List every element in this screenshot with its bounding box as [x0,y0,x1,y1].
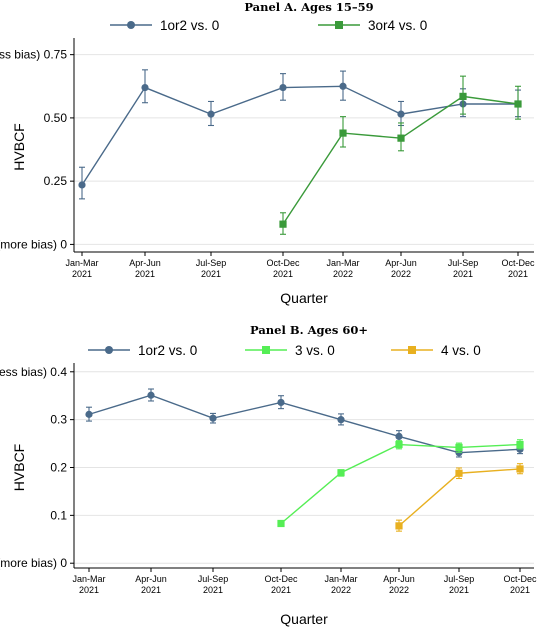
x-tick-label: Jan-Mar [65,258,98,268]
x-tick-label: 2022 [333,269,353,279]
x-tick-label: 2021 [453,269,473,279]
x-axis-label: Quarter [280,290,328,306]
data-point [516,465,524,473]
x-tick-label: 2021 [72,269,92,279]
data-point [455,443,463,451]
legend-marker [335,21,343,29]
legend-item: 4 vs. 0 [391,343,481,358]
data-point [209,414,217,422]
panel-title: Panel B. Ages 60+ [250,323,368,337]
x-axis-label: Quarter [280,611,328,627]
x-tick-label: 2021 [141,585,161,595]
x-tick-label: 2021 [510,585,530,595]
legend-marker [105,346,113,354]
x-tick-label: Oct-Dec [266,258,300,268]
panel-title: Panel A. Ages 15–59 [244,0,373,14]
series-line [280,443,521,525]
series [279,75,522,235]
x-tick-label: 2021 [79,585,99,595]
legend-item: 1or2 vs. 0 [88,343,197,358]
x-tick-label: 2021 [203,585,223,595]
data-point [514,100,522,108]
data-point [337,416,345,424]
data-point [339,129,347,137]
data-point [279,220,287,228]
x-tick-label: Jan-Mar [324,574,357,584]
data-point [141,83,149,92]
data-point [279,83,287,92]
legend-marker [127,21,135,29]
data-point [395,440,403,449]
series [78,69,522,200]
data-point [277,519,285,528]
x-tick-label: Jul-Sep [444,574,475,584]
y-tick-label: (less bias) 0.75 [0,48,67,62]
x-tick-label: Apr-Jun [135,574,167,584]
legend-label: 3or4 vs. 0 [368,18,427,33]
y-tick-label: (more bias) 0 [0,237,67,251]
data-point [277,398,285,407]
series-line [88,394,521,454]
x-tick-label: Jul-Sep [198,574,229,584]
legend-label: 1or2 vs. 0 [160,18,219,33]
y-tick-label: 0.25 [44,174,68,188]
data-point [207,110,215,118]
legend-label: 4 vs. 0 [441,343,481,358]
y-axis-label: HVBCF [11,444,27,491]
data-point [397,110,405,118]
data-point [85,410,93,418]
legend-marker [262,346,270,354]
x-tick-label: Apr-Jun [129,258,161,268]
series [277,439,524,528]
x-tick-label: 2021 [271,585,291,595]
x-tick-label: 2022 [389,585,409,595]
x-tick-label: Apr-Jun [383,574,415,584]
data-point [459,92,467,100]
data-point [516,440,524,449]
x-tick-label: 2021 [273,269,293,279]
y-tick-label: 0.3 [50,413,67,427]
y-axis-label: HVBCF [11,123,27,170]
x-tick-label: 2022 [331,585,351,595]
data-point [455,469,463,477]
legend-label: 1or2 vs. 0 [138,343,197,358]
x-tick-label: 2022 [391,269,411,279]
y-tick-label: 0.50 [44,111,68,125]
legend-item: 3or4 vs. 0 [318,18,427,33]
series-line [81,85,518,186]
x-tick-label: 2021 [201,269,221,279]
legend-label: 3 vs. 0 [295,343,335,358]
data-point [147,391,155,399]
x-tick-label: Jan-Mar [326,258,359,268]
series [395,463,524,532]
x-tick-label: Oct-Dec [501,258,535,268]
legend-item: 3 vs. 0 [245,343,335,358]
y-tick-label: (less bias) 0.4 [0,365,67,379]
data-point [78,181,86,189]
data-point [339,82,347,90]
y-tick-label: 0.2 [50,461,67,475]
panel-a: Panel A. Ages 15–59 1or2 vs. 0 3or4 vs. 0 (… [0,0,535,306]
y-tick-label: 0.1 [50,508,67,522]
data-point [337,469,345,477]
x-tick-label: Oct-Dec [264,574,298,584]
x-tick-label: Jan-Mar [72,574,105,584]
data-point [395,522,403,530]
data-point [395,432,403,440]
legend-item: 1or2 vs. 0 [110,18,219,33]
x-tick-label: Jul-Sep [196,258,227,268]
x-tick-label: 2021 [135,269,155,279]
x-tick-label: Oct-Dec [503,574,537,584]
data-point [397,134,405,142]
x-tick-label: Apr-Jun [385,258,417,268]
x-tick-label: 2021 [508,269,528,279]
x-tick-label: Jul-Sep [448,258,479,268]
y-tick-label: (more bias) 0 [0,556,67,570]
panel-b: Panel B. Ages 60+ 1or2 vs. 0 3 vs. 0 4 vs. … [0,323,537,627]
x-tick-label: 2021 [449,585,469,595]
legend-marker [408,346,416,354]
